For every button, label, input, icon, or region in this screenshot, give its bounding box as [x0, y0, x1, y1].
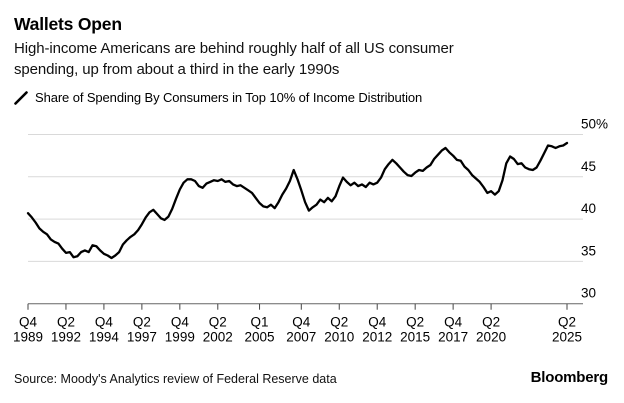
x-axis-label-year: 1997 [127, 330, 157, 345]
chart-subtitle: High-income Americans are behind roughly… [14, 38, 454, 80]
x-axis-label-year: 2007 [286, 330, 316, 345]
x-axis-label-quarter: Q2 [330, 315, 348, 330]
y-axis-label: 45 [581, 159, 596, 174]
x-axis-label-quarter: Q2 [482, 315, 500, 330]
source-note: Source: Moody's Analytics review of Fede… [14, 372, 337, 386]
legend: Share of Spending By Consumers in Top 10… [14, 90, 422, 105]
x-axis-label-year: 2015 [400, 330, 430, 345]
legend-label: Share of Spending By Consumers in Top 10… [35, 90, 423, 105]
x-axis-label-quarter: Q2 [57, 315, 75, 330]
x-axis-label-year: 2002 [203, 330, 233, 345]
data-series-line [26, 141, 569, 260]
x-axis-label-year: 2012 [362, 330, 392, 345]
x-axis-label-quarter: Q4 [95, 315, 114, 330]
x-axis-label-year: 1999 [165, 330, 195, 345]
bloomberg-logo: Bloomberg [530, 369, 609, 386]
x-axis-label-quarter: Q2 [406, 315, 424, 330]
x-axis-label-quarter: Q4 [292, 315, 311, 330]
x-axis-label-year: 2005 [245, 330, 275, 345]
y-axis-label: 30 [581, 286, 596, 301]
line-slash-icon [14, 90, 28, 105]
x-axis-label-year: 1992 [51, 330, 81, 345]
x-axis-label-year: 2025 [552, 330, 582, 345]
x-axis-label-quarter: Q4 [444, 315, 463, 330]
subtitle-line-2: spending, up from about a third in the e… [14, 61, 340, 78]
x-axis-label-quarter: Q1 [251, 315, 269, 330]
x-axis-label-quarter: Q4 [368, 315, 387, 330]
x-axis-label-year: 2010 [324, 330, 354, 345]
y-axis-label: 40 [581, 201, 596, 216]
x-axis-label-year: 2020 [476, 330, 506, 345]
page-title: Wallets Open [14, 14, 122, 34]
subtitle-line-1: High-income Americans are behind roughly… [14, 40, 454, 57]
x-axis-label-year: 1994 [89, 330, 120, 345]
x-axis-label-year: 2017 [438, 330, 468, 345]
x-axis-label-quarter: Q4 [171, 315, 190, 330]
x-axis-label-quarter: Q2 [558, 315, 576, 330]
y-axis-label: 50% [581, 117, 608, 132]
x-axis-label-quarter: Q2 [133, 315, 151, 330]
x-axis-label-year: 1989 [13, 330, 43, 345]
x-axis-label-quarter: Q2 [209, 315, 227, 330]
x-axis-label-quarter: Q4 [19, 315, 38, 330]
y-axis-label: 35 [581, 243, 596, 258]
